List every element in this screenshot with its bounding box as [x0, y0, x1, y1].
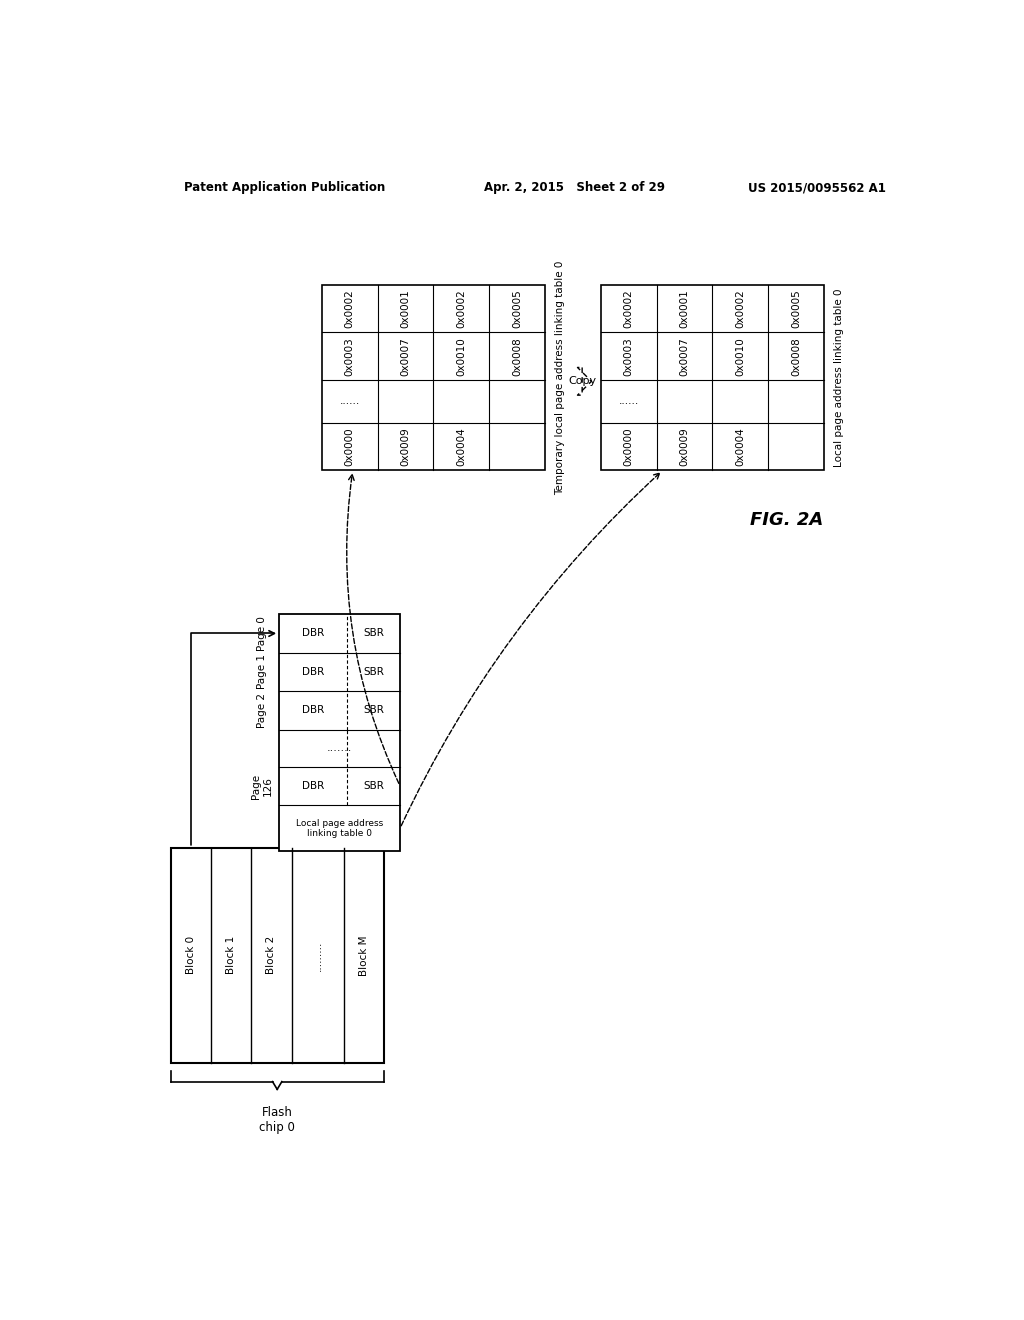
Text: 0x0009: 0x0009: [400, 426, 411, 466]
Text: Local page address
linking table 0: Local page address linking table 0: [296, 818, 383, 838]
Text: 0x0009: 0x0009: [680, 426, 689, 466]
Text: 0x0010: 0x0010: [735, 337, 745, 376]
Text: 0x0003: 0x0003: [624, 337, 634, 376]
Text: ......: ......: [340, 396, 359, 407]
Bar: [171, 847, 384, 1063]
Text: Block 1: Block 1: [226, 936, 237, 974]
Text: 0x0002: 0x0002: [624, 289, 634, 327]
Bar: [322, 285, 545, 470]
Text: SBR: SBR: [364, 667, 384, 677]
Text: Block 0: Block 0: [185, 936, 196, 974]
Text: FIG. 2A: FIG. 2A: [751, 511, 823, 529]
Text: 0x0000: 0x0000: [624, 428, 634, 466]
Text: 0x0007: 0x0007: [680, 337, 689, 376]
Bar: [601, 285, 824, 470]
Text: SBR: SBR: [364, 705, 384, 715]
Text: ......: ......: [618, 396, 639, 407]
Text: 0x0004: 0x0004: [457, 426, 466, 466]
Text: Page 0: Page 0: [257, 616, 267, 651]
Text: .......: .......: [327, 743, 352, 754]
Text: 0x0003: 0x0003: [345, 337, 354, 376]
Text: Patent Application Publication: Patent Application Publication: [183, 181, 385, 194]
Text: DBR: DBR: [302, 705, 325, 715]
Text: 0x0007: 0x0007: [400, 337, 411, 376]
Bar: [280, 614, 400, 851]
Text: 0x0005: 0x0005: [512, 289, 522, 327]
Text: Page 1: Page 1: [257, 655, 267, 689]
Text: Copy: Copy: [569, 376, 597, 387]
Text: 0x0002: 0x0002: [735, 289, 745, 327]
Text: .........: .........: [313, 940, 323, 970]
Text: US 2015/0095562 A1: US 2015/0095562 A1: [748, 181, 886, 194]
Text: 0x0010: 0x0010: [457, 337, 466, 376]
Text: 0x0008: 0x0008: [512, 337, 522, 376]
Text: DBR: DBR: [302, 628, 325, 639]
Text: Page 2: Page 2: [257, 693, 267, 729]
Text: DBR: DBR: [302, 781, 325, 791]
Text: Temporary local page address linking table 0: Temporary local page address linking tab…: [555, 260, 565, 495]
Text: 0x0002: 0x0002: [345, 289, 354, 327]
Text: Block M: Block M: [359, 935, 369, 975]
Text: DBR: DBR: [302, 667, 325, 677]
Text: Flash
chip 0: Flash chip 0: [259, 1106, 295, 1134]
Text: SBR: SBR: [364, 628, 384, 639]
Text: SBR: SBR: [364, 781, 384, 791]
Text: 0x0008: 0x0008: [792, 337, 801, 376]
Text: 0x0001: 0x0001: [680, 289, 689, 327]
Text: 0x0004: 0x0004: [735, 426, 745, 466]
Text: Block 2: Block 2: [266, 936, 276, 974]
Text: 0x0001: 0x0001: [400, 289, 411, 327]
Text: Apr. 2, 2015   Sheet 2 of 29: Apr. 2, 2015 Sheet 2 of 29: [484, 181, 666, 194]
Text: 0x0000: 0x0000: [345, 428, 354, 466]
Text: Page
126: Page 126: [251, 774, 272, 799]
Text: Local page address linking table 0: Local page address linking table 0: [835, 288, 845, 467]
Text: 0x0005: 0x0005: [792, 289, 801, 327]
Text: 0x0002: 0x0002: [457, 289, 466, 327]
